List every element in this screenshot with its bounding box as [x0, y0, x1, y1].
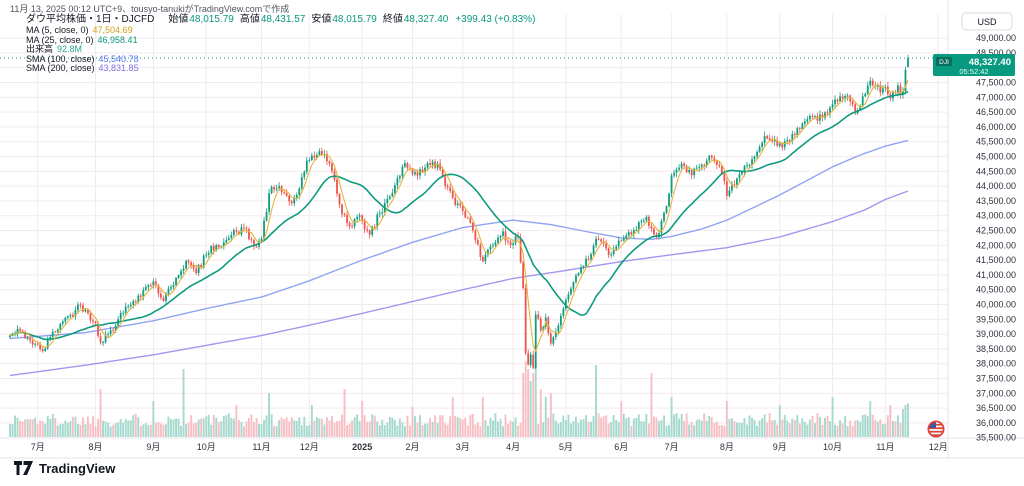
- price-axis-label: 47,500.00: [976, 78, 1016, 88]
- ohlc-open: 始値48,015.79: [168, 14, 234, 25]
- sma100-line: [9, 139, 909, 340]
- time-axis[interactable]: 7月 8月 9月 10月 11月 12月 2025 2月 3月 4月 5月 6月 7月 8月 9月 10月 11…: [31, 442, 948, 452]
- ma25-line: [9, 90, 909, 341]
- sma200-line: [9, 190, 909, 377]
- sma200-value: 43,831.85: [98, 63, 139, 74]
- tradingview-logo-icon: [14, 461, 33, 475]
- symbol-title-row[interactable]: ダウ平均株価・1日・DJCFD 始値48,015.79 高値48,431.57 安値4…: [26, 13, 535, 26]
- price-axis-label: 49,000.00: [976, 33, 1016, 43]
- price-axis-label: 46,000.00: [976, 122, 1016, 132]
- price-axis-label: 40,000.00: [976, 300, 1016, 310]
- sma100-value: 45,540.78: [98, 53, 139, 64]
- price-axis-label: 45,000.00: [976, 152, 1016, 162]
- ohlc-close: 終値48,327.40: [382, 14, 449, 25]
- time-axis-label: 10月: [197, 442, 216, 452]
- ma5-value: 47,504.69: [92, 25, 133, 35]
- price-axis-label: 48,500.00: [976, 48, 1016, 58]
- time-axis-label: 2月: [405, 442, 419, 452]
- price-axis[interactable]: 35,500.00 36,000.00 36,500.00 37,000.00 37,5…: [976, 33, 1016, 443]
- currency-label: USD: [977, 17, 997, 27]
- change-value: +399.43 (+0.83%): [455, 14, 536, 25]
- time-axis-label: 7月: [31, 442, 45, 452]
- ma5-line: [9, 79, 909, 353]
- price-axis-label: 36,000.00: [976, 418, 1016, 428]
- time-axis-label: 4月: [506, 442, 520, 452]
- volume-value: 92.8M: [57, 44, 83, 55]
- legend-sma200[interactable]: SMA (200, close) 43,831.85: [26, 63, 139, 74]
- price-axis-label: 37,500.00: [976, 374, 1016, 384]
- candles: [9, 54, 909, 370]
- volume-bars: [9, 361, 909, 437]
- price-axis-label: 37,000.00: [976, 388, 1016, 398]
- price-tag-price: 48,327.40: [969, 57, 1011, 68]
- time-axis-label: 8月: [88, 442, 102, 452]
- time-axis-label: 10月: [823, 442, 842, 452]
- ohlc-high: 高値48,431.57: [239, 14, 306, 25]
- price-axis-label: 47,000.00: [976, 92, 1016, 102]
- chart-grid: [0, 14, 948, 438]
- price-axis-label: 38,000.00: [976, 359, 1016, 369]
- price-axis-label: 38,500.00: [976, 344, 1016, 354]
- price-axis-label: 42,500.00: [976, 226, 1016, 236]
- attribution-text: 11月 13, 2025 00:12 UTC+9、tousyo-tanukiがT…: [10, 4, 290, 14]
- ma25-value: 46,958.41: [97, 34, 138, 45]
- time-axis-label: 5月: [559, 442, 573, 452]
- price-axis-label: 41,500.00: [976, 255, 1016, 265]
- price-axis-label: 39,500.00: [976, 314, 1016, 324]
- time-axis-label: 12月: [300, 442, 319, 452]
- legend-sma100[interactable]: SMA (100, close) 45,540.78: [26, 53, 139, 64]
- ohlc-low: 安値48,015.79: [311, 14, 377, 25]
- price-axis-label: 45,500.00: [976, 137, 1016, 147]
- time-axis-label: 8月: [720, 442, 734, 452]
- price-tag-symbol: DJI: [939, 59, 949, 66]
- currency-chip: USD: [961, 12, 1013, 31]
- price-axis-label: 43,500.00: [976, 196, 1016, 206]
- price-axis-label: 43,000.00: [976, 211, 1016, 221]
- time-axis-label: 7月: [665, 442, 679, 452]
- legend-ma25[interactable]: MA (25, close, 0) 46,958.41: [26, 34, 138, 45]
- price-axis-label: 44,000.00: [976, 181, 1016, 191]
- price-axis-label: 42,000.00: [976, 240, 1016, 250]
- time-axis-label: 6月: [614, 442, 628, 452]
- legend-ma5[interactable]: MA (5, close, 0) 47,504.69: [26, 25, 133, 35]
- price-axis-label: 44,500.00: [976, 166, 1016, 176]
- chart-legend: ダウ平均株価・1日・DJCFD 始値48,015.79 高値48,431.57 安値4…: [26, 13, 535, 74]
- tradingview-logo[interactable]: TradingView: [14, 460, 115, 476]
- us-flag-icon: [927, 420, 945, 438]
- price-axis-label: 35,500.00: [976, 433, 1016, 443]
- time-axis-label: 11月: [876, 442, 894, 452]
- tradingview-logo-text: TradingView: [39, 460, 116, 476]
- time-axis-label: 2025: [352, 442, 372, 452]
- time-axis-label: 11月: [252, 442, 270, 452]
- time-axis-label: 9月: [773, 442, 787, 452]
- symbol-title: ダウ平均株価・1日・DJCFD: [26, 14, 155, 25]
- legend-volume[interactable]: 出来高 92.8M: [26, 44, 83, 55]
- time-axis-label: 3月: [456, 442, 470, 452]
- price-axis-label: 46,500.00: [976, 107, 1016, 117]
- price-axis-label: 40,500.00: [976, 285, 1016, 295]
- price-tag-countdown: 05:52:42: [959, 67, 988, 76]
- price-axis-label: 41,000.00: [976, 270, 1016, 280]
- time-axis-label: 9月: [146, 442, 160, 452]
- price-axis-label: 39,000.00: [976, 329, 1016, 339]
- price-axis-label: 36,500.00: [976, 403, 1016, 413]
- time-axis-label: 12月: [929, 442, 948, 452]
